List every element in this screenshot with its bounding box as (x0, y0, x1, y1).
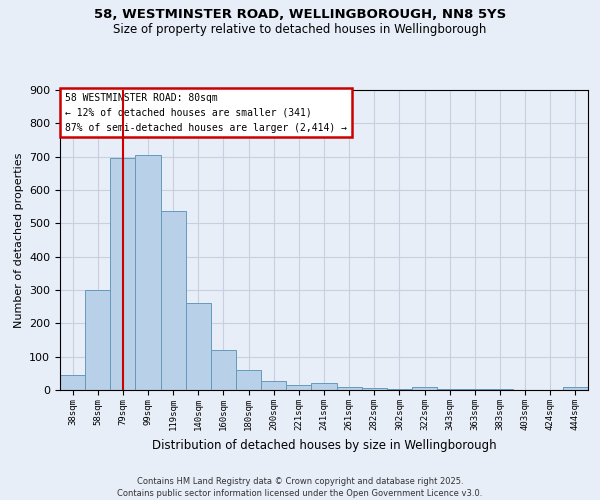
Bar (261, 380, 286, 390)
Bar (110, 158, 136, 390)
Bar (136, 155, 161, 390)
Text: Size of property relative to detached houses in Wellingborough: Size of property relative to detached ho… (113, 22, 487, 36)
Bar (311, 384, 337, 390)
Bar (211, 350, 236, 390)
Bar (85, 290, 110, 390)
Y-axis label: Number of detached properties: Number of detached properties (14, 152, 23, 328)
Bar (362, 388, 387, 390)
Bar (236, 370, 261, 390)
Bar (161, 211, 186, 390)
Text: 58 WESTMINSTER ROAD: 80sqm
← 12% of detached houses are smaller (341)
87% of sem: 58 WESTMINSTER ROAD: 80sqm ← 12% of deta… (65, 93, 347, 132)
Bar (563, 388, 588, 390)
Bar (412, 388, 437, 390)
Text: Distribution of detached houses by size in Wellingborough: Distribution of detached houses by size … (152, 440, 496, 452)
Bar (286, 385, 311, 390)
Bar (186, 304, 211, 390)
Bar (60, 375, 85, 390)
Text: 58, WESTMINSTER ROAD, WELLINGBOROUGH, NN8 5YS: 58, WESTMINSTER ROAD, WELLINGBOROUGH, NN… (94, 8, 506, 20)
Text: Contains HM Land Registry data © Crown copyright and database right 2025.
Contai: Contains HM Land Registry data © Crown c… (118, 476, 482, 498)
Bar (337, 388, 362, 390)
